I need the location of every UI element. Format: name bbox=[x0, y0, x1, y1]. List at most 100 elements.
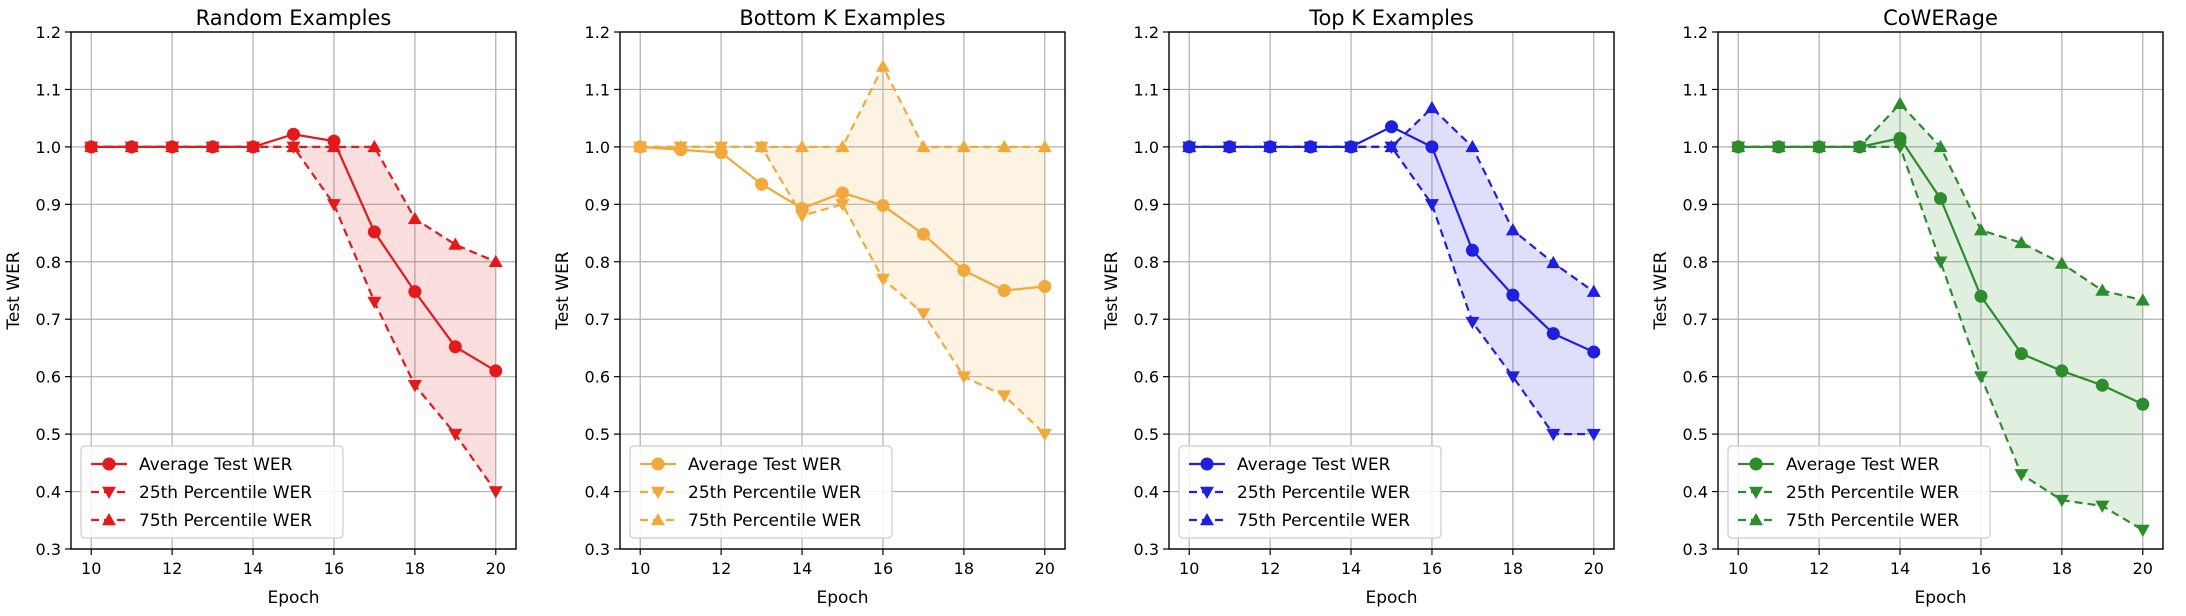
y-tick-label: 0.8 bbox=[1683, 253, 1708, 272]
legend-marker bbox=[651, 513, 665, 526]
data-point bbox=[488, 486, 503, 499]
legend-marker bbox=[102, 513, 116, 526]
data-point bbox=[1038, 279, 1052, 293]
y-tick-label: 0.5 bbox=[1683, 425, 1708, 444]
data-point bbox=[633, 139, 648, 153]
data-point bbox=[367, 296, 382, 309]
y-tick-label: 0.9 bbox=[36, 195, 61, 214]
legend-marker bbox=[651, 457, 665, 471]
legend-entry: 75th Percentile WER bbox=[1237, 511, 1410, 531]
x-tick-label: 12 bbox=[1809, 559, 1829, 578]
y-tick-label: 0.3 bbox=[1683, 540, 1708, 559]
x-tick-label: 18 bbox=[1503, 559, 1523, 578]
x-tick-label: 16 bbox=[1422, 559, 1442, 578]
chart-panel-3: 10 12 14 16 18 20 0.3 0.4 0.5 0.6 0.7 0.8 0.9 1.0 1.1 1… bbox=[1102, 6, 1615, 608]
legend-entry: 75th Percentile WER bbox=[688, 511, 861, 531]
y-tick-label: 1.2 bbox=[1134, 23, 1159, 42]
axes-frame bbox=[619, 31, 1066, 550]
x-tick-label: 20 bbox=[1584, 559, 1604, 578]
data-point bbox=[165, 139, 180, 153]
x-tick-label: 14 bbox=[243, 559, 263, 578]
y-tick-label: 0.7 bbox=[1683, 310, 1708, 329]
y-tick-label: 0.9 bbox=[1134, 195, 1159, 214]
data-point bbox=[408, 285, 422, 299]
data-point bbox=[1586, 284, 1601, 297]
chart-title: Bottom K Examples bbox=[739, 6, 945, 30]
legend: Average Test WER 25th Percentile WER 75th … bbox=[629, 445, 893, 539]
x-tick-label: 10 bbox=[81, 559, 101, 578]
data-point bbox=[997, 390, 1012, 403]
y-tick-label: 0.9 bbox=[1683, 195, 1708, 214]
data-point bbox=[2014, 235, 2029, 249]
legend-marker bbox=[1200, 457, 1214, 471]
data-point bbox=[673, 139, 688, 153]
y-tick-label: 0.7 bbox=[1134, 310, 1159, 329]
y-tick-label: 0.4 bbox=[585, 483, 610, 502]
y-tick-label: 0.4 bbox=[1134, 483, 1159, 502]
y-tick-label: 0.5 bbox=[36, 425, 61, 444]
data-point bbox=[2054, 256, 2069, 269]
legend-entry: Average Test WER bbox=[139, 455, 293, 475]
legend-entry: 25th Percentile WER bbox=[139, 483, 312, 503]
data-point bbox=[2054, 494, 2069, 508]
y-tick-label: 0.3 bbox=[36, 540, 61, 559]
data-point bbox=[795, 210, 810, 223]
y-tick-label: 1.2 bbox=[1683, 23, 1708, 42]
legend-marker bbox=[1200, 513, 1214, 526]
legend-entry: 75th Percentile WER bbox=[139, 511, 312, 531]
y-tick-label: 1.0 bbox=[1134, 138, 1159, 157]
legend-entry: 25th Percentile WER bbox=[688, 483, 861, 503]
x-tick-label: 16 bbox=[873, 559, 893, 578]
y-tick-label: 0.5 bbox=[1134, 425, 1159, 444]
legend-marker bbox=[1749, 486, 1763, 499]
y-tick-label: 0.4 bbox=[36, 483, 61, 502]
data-point bbox=[1973, 371, 1988, 384]
x-tick-label: 12 bbox=[711, 559, 731, 578]
x-axis-label: Epoch bbox=[1914, 588, 1966, 608]
x-tick-label: 16 bbox=[1971, 559, 1991, 578]
data-point bbox=[1303, 139, 1318, 153]
y-tick-label: 0.6 bbox=[585, 368, 610, 387]
data-point bbox=[367, 139, 382, 153]
percentile-band bbox=[91, 146, 496, 492]
x-tick-label: 18 bbox=[954, 559, 974, 578]
x-tick-label: 18 bbox=[2052, 559, 2072, 578]
legend-entry: 75th Percentile WER bbox=[1786, 511, 1959, 531]
data-point bbox=[1385, 120, 1398, 134]
legend-box bbox=[80, 445, 344, 539]
legend-box bbox=[1727, 445, 1991, 539]
legend-entry: Average Test WER bbox=[1237, 455, 1391, 475]
x-tick-label: 12 bbox=[162, 559, 182, 578]
data-point bbox=[956, 371, 971, 384]
legend-marker bbox=[1749, 457, 1763, 471]
data-point bbox=[2055, 364, 2069, 378]
legend-entry: Average Test WER bbox=[688, 455, 842, 475]
plot-content bbox=[84, 127, 503, 499]
data-point bbox=[448, 428, 463, 442]
data-point bbox=[1586, 428, 1601, 442]
data-point bbox=[448, 340, 462, 354]
data-point bbox=[1731, 139, 1746, 153]
chart-title: Random Examples bbox=[196, 6, 392, 30]
y-tick-label: 1.0 bbox=[585, 138, 610, 157]
data-point bbox=[1465, 316, 1480, 330]
y-tick-label: 0.8 bbox=[36, 253, 61, 272]
data-point bbox=[1465, 139, 1480, 153]
chart-panel-2: 10 12 14 16 18 20 0.3 0.4 0.5 0.6 0.7 0.8 0.9 1.0 1.1 1… bbox=[553, 6, 1066, 608]
data-point bbox=[1974, 289, 1988, 303]
axes-frame bbox=[1168, 31, 1615, 550]
data-point bbox=[1505, 223, 1520, 236]
data-point bbox=[2136, 397, 2150, 411]
x-tick-label: 18 bbox=[405, 559, 425, 578]
legend-marker bbox=[1749, 513, 1763, 526]
data-point bbox=[876, 198, 890, 212]
legend: Average Test WER 25th Percentile WER 75th … bbox=[1727, 445, 1991, 539]
data-point bbox=[1344, 139, 1359, 153]
plot-content bbox=[633, 59, 1052, 442]
y-tick-label: 0.7 bbox=[585, 310, 610, 329]
y-axis-label: Test WER bbox=[1102, 251, 1122, 330]
data-point bbox=[1852, 139, 1867, 153]
data-point bbox=[714, 139, 729, 153]
y-tick-label: 0.9 bbox=[585, 195, 610, 214]
data-point bbox=[2014, 469, 2029, 482]
